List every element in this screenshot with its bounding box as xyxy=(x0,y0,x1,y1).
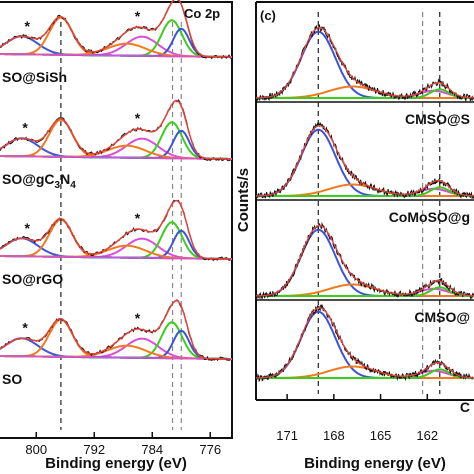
panel-b-fit-envelope xyxy=(0,0,231,58)
panel-b-sample-label: SO@SiSh xyxy=(2,69,67,85)
panel-b-frame xyxy=(0,1,233,439)
panel-b-background xyxy=(0,53,232,58)
panel-b-sample-label: SO@gC3N4 xyxy=(2,171,76,191)
panel-b-component-blue2 xyxy=(0,129,232,160)
panel-c-sample-label: CMSO@S xyxy=(405,111,470,127)
panel-b-sample-label: SO xyxy=(2,371,22,387)
panel-b-component-blue2 xyxy=(0,329,232,360)
panel-c-y-axis-title: Counts/s xyxy=(235,168,252,232)
panel-c-component-green xyxy=(256,368,474,379)
panel-b-satellite-star: * xyxy=(135,310,141,326)
panel-b-fit-envelope xyxy=(0,99,231,160)
panel-c-fit-envelope xyxy=(256,225,474,297)
panel-b-x-tick-label: 800 xyxy=(25,442,47,457)
panel-b-satellite-star: * xyxy=(22,119,28,135)
panel-b-component-blue2 xyxy=(0,229,232,260)
panel-c-s2p: (c) Counts/s CMSO@S CoMoSO@g CMSO@ C 171 168 165… xyxy=(235,1,474,472)
panel-c-component-green xyxy=(256,186,474,197)
panel-c-label: (c) xyxy=(260,8,276,23)
panel-b-title: Co 2p xyxy=(184,6,220,21)
panel-c-x-axis-title: Binding energy (eV) xyxy=(304,455,446,472)
panel-b-satellite-star: * xyxy=(25,220,31,236)
panel-b-satellite-star: * xyxy=(135,210,141,226)
panel-b-x-tick-label: 784 xyxy=(141,442,163,457)
panel-c-component-green xyxy=(256,286,474,297)
panel-c-fit-envelope xyxy=(256,307,474,379)
panel-b-sample-label: SO@rGO xyxy=(2,271,63,287)
panel-c-x-tick-label: 171 xyxy=(276,428,298,443)
panel-b-x-tick-label: 792 xyxy=(83,442,105,457)
panel-c-fit-envelope xyxy=(256,125,474,197)
panel-c-component-green xyxy=(256,88,474,99)
panel-b-fit-envelope xyxy=(0,299,231,360)
panel-b-x-tick-label: 776 xyxy=(199,442,221,457)
panel-b-background xyxy=(0,155,232,160)
panel-c-x-tick-label: 165 xyxy=(370,428,392,443)
panel-b-co2p: * * SO@SiSh * * SO@gC3N4 * * SO@rGO * * SO Co 2p 800 7… xyxy=(0,0,233,472)
panel-b-background xyxy=(0,355,232,360)
panel-b-satellite-star: * xyxy=(22,319,28,335)
panel-b-x-axis-title: Binding energy (eV) xyxy=(45,455,187,472)
panel-b-fit-envelope xyxy=(0,199,231,260)
panel-c-x-tick-label: 168 xyxy=(323,428,345,443)
panel-c-sample-label: C xyxy=(460,399,470,415)
panel-c-sample-label: CMSO@ xyxy=(414,309,470,325)
panel-c-fit-envelope xyxy=(256,27,474,99)
panel-b-satellite-star: * xyxy=(25,18,31,34)
panel-b-satellite-star: * xyxy=(135,8,141,24)
panel-c-x-tick-label: 162 xyxy=(416,428,438,443)
panel-b-background xyxy=(0,255,232,260)
panel-c-sample-label: CoMoSO@g xyxy=(389,209,470,225)
panel-b-satellite-star: * xyxy=(135,110,141,126)
